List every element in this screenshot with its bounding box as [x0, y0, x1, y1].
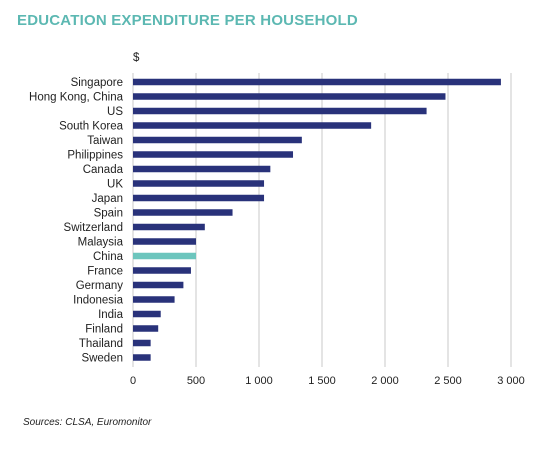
category-label: Switzerland	[64, 222, 123, 234]
category-label: France	[87, 266, 123, 278]
category-label: Taiwan	[87, 135, 123, 147]
x-tick-label: 3 000	[497, 375, 525, 387]
bar	[133, 325, 159, 332]
bar	[133, 107, 427, 115]
category-label: China	[93, 251, 124, 263]
bar	[133, 354, 151, 361]
bar	[133, 310, 161, 318]
category-label: Philippines	[67, 150, 123, 162]
bar	[133, 296, 175, 303]
bar	[133, 238, 196, 245]
bar	[133, 165, 271, 173]
bar	[133, 281, 184, 289]
bar	[133, 78, 501, 86]
bar	[133, 136, 302, 144]
bar	[133, 93, 446, 100]
bar	[133, 194, 265, 202]
x-tick-label: 1 000	[245, 375, 273, 387]
category-label: Canada	[83, 164, 124, 176]
category-label: Finland	[85, 324, 123, 336]
bar	[133, 209, 233, 216]
unit-label: $	[133, 52, 140, 64]
category-label: India	[98, 309, 124, 321]
bar	[133, 223, 205, 231]
bar	[133, 339, 151, 347]
category-label: Malaysia	[78, 237, 124, 249]
bar	[133, 180, 265, 187]
x-tick-label: 0	[130, 375, 136, 387]
category-label: Indonesia	[73, 295, 123, 307]
category-label: Germany	[76, 280, 124, 292]
category-label: Thailand	[79, 338, 123, 350]
category-label: South Korea	[59, 121, 124, 133]
category-label: UK	[107, 179, 123, 191]
bar	[133, 252, 196, 260]
chart-title: EDUCATION EXPENDITURE PER HOUSEHOLD	[17, 12, 358, 29]
source-note: Sources: CLSA, Euromonitor	[23, 417, 152, 428]
bar	[133, 122, 372, 129]
category-label: Sweden	[81, 353, 123, 365]
x-tick-label: 500	[187, 375, 205, 387]
x-tick-label: 1 500	[308, 375, 336, 387]
category-label: Spain	[94, 208, 123, 220]
x-tick-label: 2 500	[434, 375, 462, 387]
category-label: US	[107, 106, 123, 118]
bar	[133, 267, 191, 274]
category-label: Hong Kong, China	[29, 92, 124, 104]
x-tick-label: 2 000	[371, 375, 399, 387]
category-label: Japan	[92, 193, 123, 205]
category-label: Singapore	[71, 77, 123, 89]
bar	[133, 151, 294, 158]
